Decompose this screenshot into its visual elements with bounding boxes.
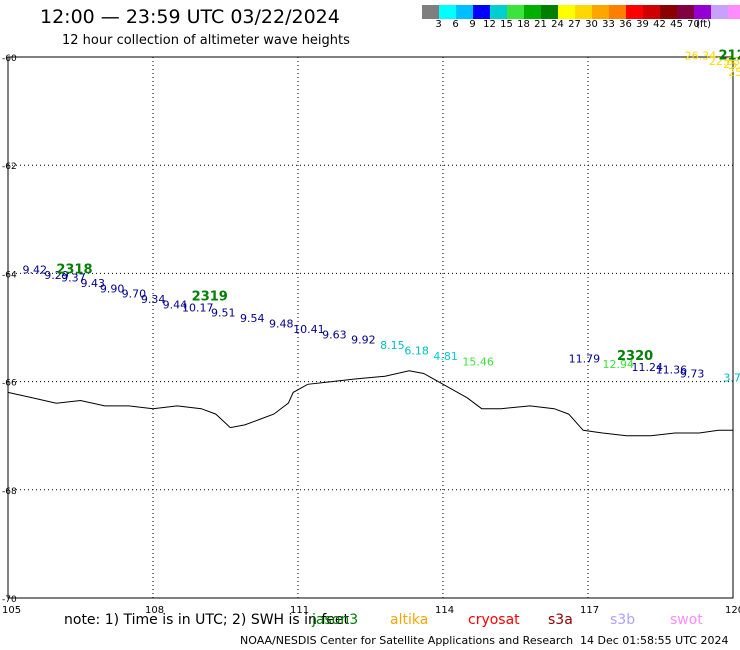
satellite-name: cryosat — [468, 612, 520, 628]
legend-swatch — [541, 5, 558, 19]
track-id-label: 212 — [719, 49, 740, 64]
wave-height-value: 11.79 — [569, 353, 601, 366]
wave-height-value: 8.15 — [380, 339, 405, 352]
page-title: 12:00 — 23:59 UTC 03/22/2024 — [40, 6, 340, 28]
wave-height-value: 4.81 — [433, 350, 458, 363]
legend-label: 3 — [435, 19, 442, 30]
legend-swatch — [660, 5, 677, 19]
legend-swatch — [473, 5, 490, 19]
legend-swatch — [490, 5, 507, 19]
page-subtitle: 12 hour collection of altimeter wave hei… — [62, 33, 350, 48]
legend-unit: (ft) — [696, 19, 712, 30]
lon-tick-label: 105 — [2, 605, 21, 616]
color-legend: 3 6 9 12 15 18 21 24 27 30 33 36 39 42 45 70 (ft) — [422, 5, 740, 30]
lat-tick-label: -60 — [2, 54, 17, 64]
satellite-name: altika — [390, 612, 429, 628]
legend-swatch — [643, 5, 660, 19]
legend-swatch — [439, 5, 456, 19]
wave-height-value: 11.24 — [632, 361, 664, 374]
wave-height-value: 9.37 — [61, 272, 86, 285]
legend-label: 15 — [500, 19, 513, 30]
legend-label: 12 — [483, 19, 496, 30]
legend-swatch — [422, 5, 439, 19]
legend-label: 27 — [568, 19, 581, 30]
satellite-name: s3a — [548, 612, 573, 628]
wave-height-value: 25.69 — [723, 58, 740, 71]
lon-tick-label: 120 — [725, 605, 740, 616]
wave-height-value: 3.71 — [723, 372, 740, 385]
wave-height-value: 9.90 — [100, 282, 125, 295]
wave-height-value: 9.43 — [81, 277, 106, 290]
legend-swatch — [456, 5, 473, 19]
lat-tick-label: -66 — [2, 379, 17, 389]
legend-label: 42 — [653, 19, 666, 30]
wave-height-value: 9.42 — [23, 263, 48, 276]
wave-height-value: 9.44 — [163, 299, 188, 312]
credit-line: NOAA/NESDIS Center for Satellite Applica… — [240, 634, 574, 647]
wave-height-value: 9.92 — [351, 334, 376, 347]
legend-label: 33 — [602, 19, 615, 30]
satellite-name: swot — [670, 612, 703, 628]
wave-height-value: 9.51 — [211, 307, 236, 320]
map-frame — [7, 56, 734, 599]
lat-tick-label: -62 — [2, 162, 17, 172]
satellite-name: jason3 — [312, 612, 359, 628]
legend-swatch — [728, 5, 740, 19]
lon-tick-label: 111 — [290, 605, 309, 616]
wave-height-value: 22.83 — [709, 55, 740, 68]
wave-height-value: 12.94 — [603, 358, 635, 371]
legend-swatches — [422, 5, 740, 19]
lat-tick-label: -64 — [2, 270, 17, 280]
lat-tick-label: -68 — [2, 487, 17, 497]
lon-tick-label: 114 — [435, 605, 454, 616]
wave-height-value: 9.70 — [122, 288, 147, 301]
coastline — [7, 370, 733, 437]
wave-height-value: 9.73 — [680, 367, 705, 380]
legend-label: 45 — [670, 19, 683, 30]
satellite-name: s3b — [610, 612, 636, 628]
legend-label: 21 — [534, 19, 547, 30]
track-id-label: 2318 — [56, 262, 92, 277]
wave-height-value: 11.36 — [656, 363, 688, 376]
wave-height-value: 9.34 — [141, 293, 166, 306]
legend-swatch — [524, 5, 541, 19]
wave-height-value: 10.17 — [182, 301, 214, 314]
lon-tick-label: 117 — [580, 605, 599, 616]
track-id-label: 2320 — [617, 349, 653, 364]
legend-swatch — [507, 5, 524, 19]
legend-label: 70 — [687, 19, 700, 30]
wave-height-value: 25.0 — [728, 66, 740, 79]
wave-height-value: 9.29 — [44, 269, 69, 282]
wave-height-value: 9.54 — [240, 312, 265, 325]
legend-label: 39 — [636, 19, 649, 30]
legend-label: 6 — [452, 19, 459, 30]
legend-label: 30 — [585, 19, 598, 30]
wave-height-value: 6.18 — [404, 345, 429, 358]
legend-swatch — [609, 5, 626, 19]
legend-swatch — [711, 5, 728, 19]
footer-note: note: 1) Time is in UTC; 2) SWH is in fe… — [64, 612, 350, 628]
wave-height-value: 9.48 — [269, 318, 294, 331]
legend-label: 36 — [619, 19, 632, 30]
legend-label: 18 — [517, 19, 530, 30]
legend-swatch — [626, 5, 643, 19]
legend-swatch — [677, 5, 694, 19]
legend-swatch — [592, 5, 609, 19]
track-id-label: 2319 — [192, 289, 228, 304]
wave-height-value: 10.41 — [293, 323, 325, 336]
legend-swatch — [558, 5, 575, 19]
legend-label: 24 — [551, 19, 564, 30]
legend-swatch — [575, 5, 592, 19]
wave-height-value: 15.46 — [462, 355, 494, 368]
wave-height-value: 9.63 — [322, 328, 347, 341]
wave-height-value: 26.34 — [685, 50, 717, 63]
lon-tick-label: 108 — [145, 605, 164, 616]
legend-label: 9 — [469, 19, 476, 30]
lat-tick-label: -70 — [2, 595, 17, 605]
generated-timestamp: 14 Dec 01:58:55 UTC 2024 — [580, 634, 729, 647]
legend-swatch — [694, 5, 711, 19]
legend-labels: 3 6 9 12 15 18 21 24 27 30 33 36 39 42 45 70 (ft) — [422, 19, 740, 30]
